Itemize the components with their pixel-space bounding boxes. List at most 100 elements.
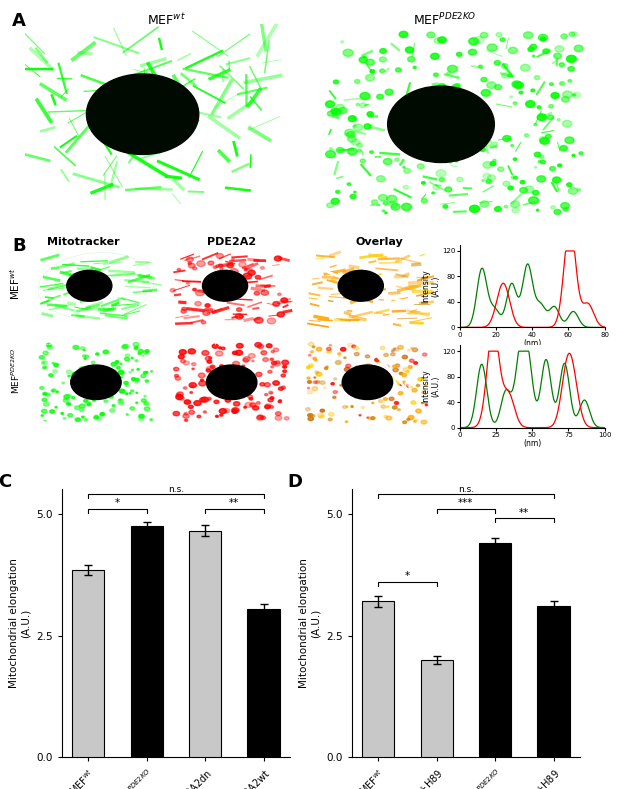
Circle shape [68, 376, 70, 377]
Circle shape [381, 405, 386, 408]
Circle shape [403, 185, 408, 189]
Circle shape [237, 380, 242, 383]
Circle shape [384, 416, 387, 418]
Circle shape [109, 376, 112, 379]
Circle shape [43, 392, 47, 395]
Text: MEF$^{wt}$: MEF$^{wt}$ [9, 267, 22, 301]
Circle shape [395, 364, 400, 367]
Circle shape [139, 414, 144, 418]
Circle shape [278, 387, 283, 391]
Circle shape [318, 413, 323, 417]
Circle shape [49, 374, 53, 376]
Circle shape [423, 147, 433, 153]
Circle shape [320, 409, 325, 412]
Circle shape [421, 420, 427, 424]
Circle shape [354, 191, 356, 193]
Circle shape [424, 384, 426, 386]
Circle shape [526, 101, 535, 107]
Circle shape [333, 396, 336, 398]
Circle shape [125, 354, 130, 357]
Circle shape [260, 416, 265, 419]
Circle shape [43, 362, 45, 364]
Circle shape [408, 365, 412, 368]
Circle shape [508, 186, 513, 190]
Circle shape [239, 315, 242, 318]
Circle shape [123, 344, 128, 348]
Circle shape [307, 377, 310, 380]
Circle shape [39, 356, 44, 359]
Circle shape [386, 416, 392, 420]
Circle shape [284, 417, 289, 420]
Circle shape [117, 372, 120, 373]
Circle shape [233, 380, 235, 383]
Circle shape [524, 134, 529, 136]
Circle shape [540, 37, 546, 41]
Circle shape [131, 390, 134, 392]
Circle shape [414, 361, 418, 365]
Circle shape [434, 38, 442, 43]
Circle shape [479, 148, 486, 151]
Circle shape [347, 183, 351, 185]
Circle shape [379, 69, 384, 73]
Circle shape [329, 413, 334, 416]
Text: **: ** [229, 498, 239, 508]
Circle shape [407, 418, 410, 421]
Circle shape [84, 358, 86, 359]
Circle shape [133, 342, 139, 346]
Circle shape [102, 389, 104, 390]
Circle shape [365, 74, 375, 81]
Circle shape [107, 369, 112, 372]
Circle shape [250, 403, 256, 407]
Circle shape [444, 96, 454, 103]
Circle shape [143, 355, 144, 357]
Circle shape [439, 136, 444, 140]
Circle shape [84, 399, 88, 402]
Circle shape [357, 380, 360, 381]
Circle shape [375, 375, 379, 378]
Circle shape [554, 209, 561, 215]
Circle shape [494, 61, 500, 65]
Circle shape [232, 409, 238, 413]
Circle shape [281, 386, 286, 389]
Circle shape [457, 178, 463, 181]
Circle shape [466, 124, 472, 128]
Y-axis label: Intensity
(A.U.): Intensity (A.U.) [421, 269, 441, 303]
Circle shape [487, 82, 496, 88]
Bar [362, 601, 394, 757]
Circle shape [560, 145, 568, 151]
Circle shape [97, 417, 101, 421]
Circle shape [308, 342, 314, 346]
Circle shape [412, 116, 421, 122]
Circle shape [75, 418, 80, 421]
Circle shape [131, 378, 136, 380]
Circle shape [186, 257, 193, 262]
Circle shape [338, 271, 383, 301]
Circle shape [354, 125, 356, 127]
Text: *: * [405, 571, 410, 581]
Circle shape [480, 32, 488, 38]
Circle shape [427, 32, 435, 38]
Circle shape [326, 203, 333, 208]
Circle shape [336, 148, 344, 153]
Circle shape [384, 398, 387, 400]
Circle shape [307, 366, 310, 368]
Circle shape [355, 388, 358, 391]
Circle shape [512, 81, 521, 88]
X-axis label: (nm): (nm) [523, 439, 541, 448]
Text: PDE2A2wt-RFP: PDE2A2wt-RFP [36, 342, 82, 346]
Circle shape [138, 353, 141, 354]
Circle shape [385, 212, 387, 214]
Circle shape [215, 274, 224, 280]
Circle shape [136, 402, 138, 403]
Circle shape [411, 347, 413, 349]
Circle shape [504, 205, 508, 208]
Circle shape [118, 402, 124, 405]
Circle shape [214, 400, 219, 403]
Circle shape [383, 159, 392, 165]
Circle shape [563, 208, 568, 211]
Circle shape [270, 397, 274, 399]
Circle shape [91, 366, 94, 368]
Circle shape [126, 393, 128, 394]
Circle shape [343, 49, 353, 56]
Circle shape [324, 387, 326, 388]
